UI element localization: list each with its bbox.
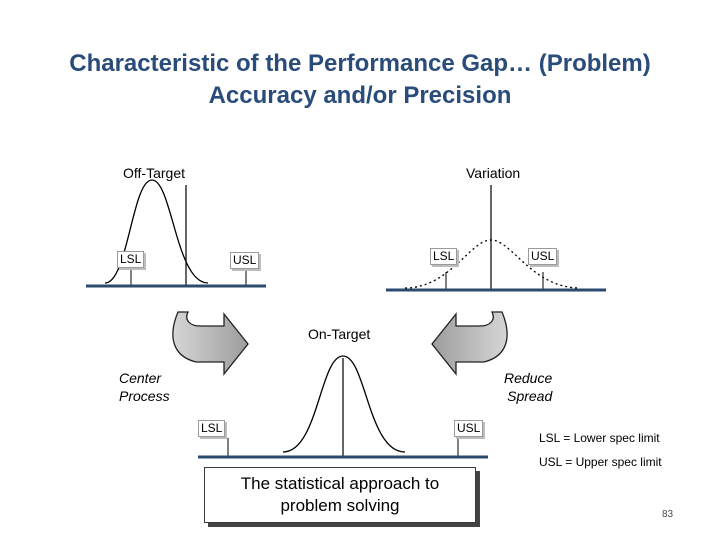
reduce-spread-arrow [431, 311, 508, 376]
legend-lsl: LSL = Lower spec limit [539, 431, 660, 445]
page-number: 83 [662, 509, 674, 520]
variation-label: Variation [466, 165, 521, 181]
title-line-1: Characteristic of the Performance Gap… (… [69, 50, 651, 77]
on-target-curve [282, 355, 406, 453]
off-target-label: Off-Target [123, 165, 185, 181]
on-target-lsl-box: LSL [198, 420, 226, 437]
off-target-lsl-box: LSL [117, 251, 145, 268]
statistical-approach-callout: The statistical approach to problem solv… [204, 467, 476, 523]
center-process-line-1: Center [119, 370, 162, 386]
reduce-spread-line-1: Reduce [504, 370, 553, 386]
variation-usl-box: USL [528, 248, 558, 265]
reduce-spread-label: Reduce Spread [504, 369, 552, 405]
slide-title: Characteristic of the Performance Gap… (… [0, 48, 720, 112]
reduce-spread-line-2: Spread [507, 388, 553, 404]
center-process-line-2: Process [119, 388, 170, 404]
variation-lsl-box: LSL [430, 248, 458, 265]
on-target-panel [198, 355, 488, 459]
legend-usl: USL = Upper spec limit [539, 455, 662, 469]
on-target-usl-box: USL [454, 420, 484, 437]
center-process-arrow [172, 311, 249, 376]
title-line-2: Accuracy and/or Precision [208, 82, 512, 109]
off-target-usl-box: USL [230, 252, 260, 269]
variation-panel [386, 185, 606, 292]
off-target-panel [86, 179, 266, 288]
callout-line-1: The statistical approach to [240, 474, 440, 493]
callout-line-2: problem solving [280, 496, 400, 515]
center-process-label: Center Process [119, 369, 170, 405]
on-target-label: On-Target [308, 326, 371, 342]
